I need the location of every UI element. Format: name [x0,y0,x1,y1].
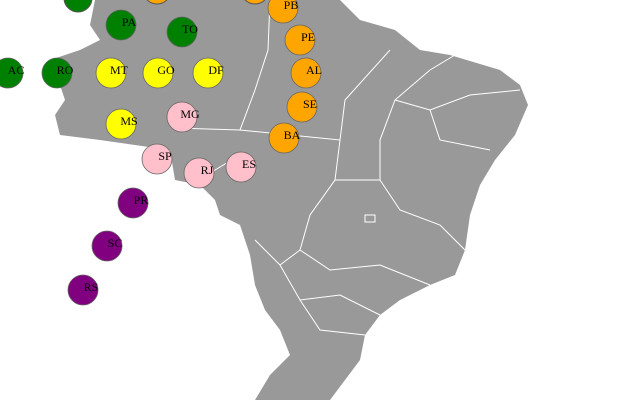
partial-marker [63,0,93,13]
state-marker [225,151,257,183]
state-marker [286,91,318,123]
state-label: TO [182,22,198,36]
state-label: PE [301,30,315,44]
state-marker [268,122,300,154]
state-marker [141,143,173,175]
state-markers: PB PA TO PE AC RO MT GO DF AL SE MG MS BA SP RJ ES PR SC RS [0,0,322,306]
state-label: BA [284,128,301,142]
state-label: PB [284,0,299,12]
state-marker [0,57,24,89]
state-marker [95,57,127,89]
state-label: GO [157,63,175,77]
state-marker [117,187,149,219]
state-label: MS [120,114,137,128]
state-label: PA [122,15,137,29]
state-marker [267,0,299,24]
state-label: RO [57,63,74,77]
state-label: RJ [201,163,214,177]
state-marker [142,57,174,89]
state-label: MG [180,107,200,121]
state-marker [105,9,137,41]
state-label: ES [242,157,256,171]
country-shape [45,0,528,400]
state-label: DF [208,63,224,77]
state-marker [290,57,322,89]
partial-markers [63,0,266,13]
state-label: PR [134,193,149,207]
state-label: MT [110,63,129,77]
state-marker [166,101,198,133]
state-marker [105,108,137,140]
state-label: SC [108,236,123,250]
state-marker [183,157,215,189]
state-label: AC [8,63,25,77]
state-label: AL [306,63,322,77]
state-marker [41,57,73,89]
state-label: SE [303,97,317,111]
partial-marker [146,0,168,5]
state-marker [192,57,224,89]
partial-marker [244,0,266,5]
state-label: RS [84,280,99,294]
state-marker [166,16,198,48]
state-marker [284,24,316,56]
state-marker [91,230,123,262]
state-label: SP [158,149,172,163]
state-marker [67,274,99,306]
